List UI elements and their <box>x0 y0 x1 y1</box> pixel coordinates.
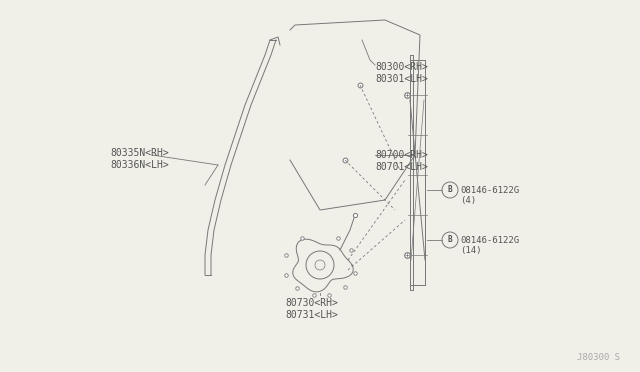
Text: J80300 S: J80300 S <box>577 353 620 362</box>
Text: 80335N<RH>: 80335N<RH> <box>110 148 169 158</box>
Text: B: B <box>448 186 452 195</box>
Text: (4): (4) <box>460 196 476 205</box>
Text: 80301<LH>: 80301<LH> <box>375 74 428 84</box>
Text: 08146-6122G: 08146-6122G <box>460 186 519 195</box>
Text: 80701<LH>: 80701<LH> <box>375 162 428 172</box>
Text: 80336N<LH>: 80336N<LH> <box>110 160 169 170</box>
Text: B: B <box>448 235 452 244</box>
Text: (14): (14) <box>460 246 481 255</box>
Text: 80700<RH>: 80700<RH> <box>375 150 428 160</box>
Text: 80300<RH>: 80300<RH> <box>375 62 428 72</box>
Text: 80731<LH>: 80731<LH> <box>285 310 338 320</box>
Text: 80730<RH>: 80730<RH> <box>285 298 338 308</box>
Text: 08146-6122G: 08146-6122G <box>460 236 519 245</box>
